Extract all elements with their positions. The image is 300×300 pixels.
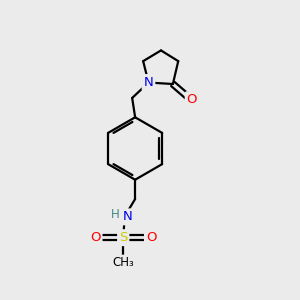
Text: O: O [187,93,197,106]
Text: N: N [123,210,133,224]
Text: S: S [119,231,128,244]
Text: O: O [146,231,156,244]
Text: H: H [111,208,120,221]
Text: CH₃: CH₃ [112,256,134,269]
Text: N: N [144,76,153,89]
Text: O: O [90,231,101,244]
